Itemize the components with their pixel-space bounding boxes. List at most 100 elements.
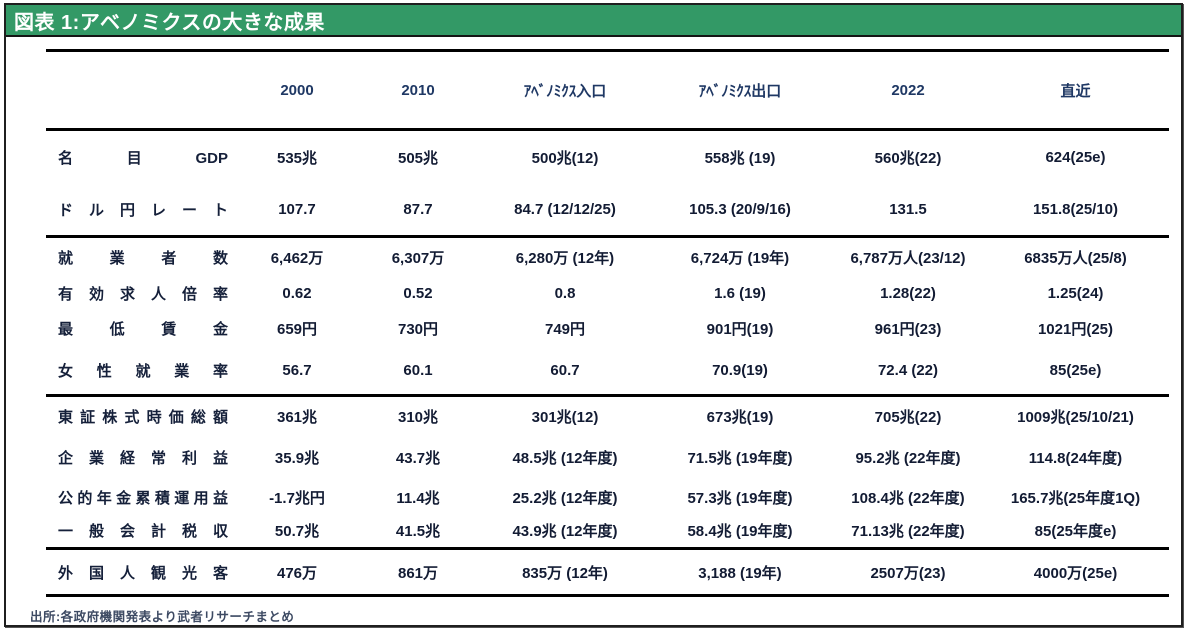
cell: 6,787万人(23/12) (850, 249, 966, 267)
cell: 25.2兆 (12年度) (512, 489, 618, 507)
cell: 476万 (276, 564, 318, 582)
cell: 95.2兆 (22年度) (855, 450, 961, 467)
cell: 861万 (397, 564, 439, 582)
data-table: 2000 2010 ｱﾍﾞﾉﾐｸｽ入口 ｱﾍﾞﾉﾐｸｽ出口 2022 直近 名 … (46, 49, 1169, 597)
cell: 70.9(19) (712, 361, 768, 379)
cell: 56.7 (282, 361, 312, 379)
cell: 131.5 (889, 200, 927, 218)
cell: 624(25e) (1045, 148, 1106, 166)
cell: 108.4兆 (22年度) (851, 489, 965, 507)
cell: 85(25年度e) (1034, 523, 1117, 540)
cell: 107.7 (278, 200, 316, 218)
cell: 57.3兆 (19年度) (687, 489, 793, 507)
cell: 71.5兆 (19年度) (687, 450, 793, 467)
cell: 6,724万 (19年) (690, 249, 790, 267)
cell: 60.7 (550, 361, 580, 379)
cell: 535兆 (276, 149, 318, 167)
table-section-gdp-fx: 名 目 GDP 535兆 505兆 500兆(12) 558兆 (19) 560… (46, 131, 1169, 238)
row-label: 就 業 者 数 (58, 249, 228, 267)
cell: 301兆(12) (531, 408, 599, 426)
cell: 4000万(25e) (1033, 564, 1118, 582)
header-cell-abenomics-exit: ｱﾍﾞﾉﾐｸｽ出口 (698, 82, 782, 100)
cell: 48.5兆 (12年度) (512, 450, 618, 467)
cell: 1021円(25) (1037, 321, 1114, 338)
table-row-public-pension-cumulative-return: 公的年金累積運用益 -1.7兆円 11.4兆 25.2兆 (12年度) 57.3… (46, 480, 1169, 514)
header-cell-2022: 2022 (891, 81, 925, 99)
table-row-jobs-to-applicants-ratio: 有 効 求 人 倍 率 0.62 0.52 0.8 1.6 (19) 1.28(… (46, 276, 1169, 311)
cell: 310兆 (397, 408, 439, 426)
cell: 0.52 (403, 285, 433, 302)
row-label: 企 業 経 常 利 益 (58, 450, 228, 467)
cell: 1009兆(25/10/21) (1017, 408, 1134, 426)
cell: 151.8(25/10) (1032, 200, 1119, 218)
cell: 105.3 (20/9/16) (689, 200, 791, 218)
cell: 835万 (12年) (522, 564, 608, 582)
cell: 72.4 (22) (877, 361, 939, 379)
header-cell-latest: 直近 (1060, 82, 1091, 100)
cell: 41.5兆 (395, 523, 441, 540)
row-label: 一 般 会 計 税 収 (58, 523, 228, 540)
table-section-tourism: 外 国 人 観 光 客 476万 861万 835万 (12年) 3,188 (… (46, 550, 1169, 597)
cell: 361兆 (276, 408, 318, 426)
cell: 3,188 (19年) (698, 564, 782, 582)
table-row-usdjpy-rate: ド ル 円 レ ー ト 107.7 87.7 84.7 (12/12/25) 1… (46, 183, 1169, 235)
table-row-corporate-ordinary-profit: 企 業 経 常 利 益 35.9兆 43.7兆 48.5兆 (12年度) 71.… (46, 435, 1169, 480)
cell: 1.28(22) (880, 285, 936, 302)
row-label: 外 国 人 観 光 客 (58, 564, 228, 582)
cell: 60.1 (403, 361, 433, 379)
cell: 43.7兆 (395, 450, 441, 467)
header-cell-2000: 2000 (280, 81, 314, 99)
cell: 558兆 (19) (704, 149, 776, 167)
cell: 1.6 (19) (714, 285, 766, 302)
cell: 6835万人(25/8) (1024, 249, 1127, 267)
cell: 1.25(24) (1047, 285, 1104, 302)
cell: 114.8(24年度) (1028, 450, 1123, 467)
cell: 6,462万 (270, 249, 324, 267)
table-section-labor: 就 業 者 数 6,462万 6,307万 6,280万 (12年) 6,724… (46, 238, 1169, 397)
cell: 87.7 (403, 200, 433, 218)
cell: 85(25e) (1049, 361, 1102, 379)
cell: 0.8 (554, 285, 576, 302)
table-row-nominal-gdp: 名 目 GDP 535兆 505兆 500兆(12) 558兆 (19) 560… (46, 131, 1169, 183)
table-row-female-employment-rate: 女 性 就 業 率 56.7 60.1 60.7 70.9(19) 72.4 (… (46, 346, 1169, 394)
cell: 43.9兆 (12年度) (512, 523, 618, 540)
cell: 505兆 (397, 149, 439, 167)
cell: 0.62 (282, 285, 312, 302)
source-note: 出所:各政府機関発表より武者リサーチまとめ (30, 610, 295, 624)
header-cell-abenomics-entry: ｱﾍﾞﾉﾐｸｽ入口 (523, 82, 607, 100)
cell: 659円 (276, 321, 318, 338)
table-row-foreign-visitors: 外 国 人 観 光 客 476万 861万 835万 (12年) 3,188 (… (46, 550, 1169, 594)
figure-frame: 図表 1:アベノミクスの大きな成果 2000 2010 ｱﾍﾞﾉﾐｸｽ入口 ｱﾍ… (4, 3, 1183, 627)
cell: 35.9兆 (274, 450, 320, 467)
cell: 11.4兆 (396, 489, 440, 507)
row-label: ド ル 円 レ ー ト (58, 201, 228, 219)
cell: 6,307万 (391, 249, 445, 267)
table-section-markets-fiscal: 東証株式時価総額 361兆 310兆 301兆(12) 673兆(19) 705… (46, 397, 1169, 550)
cell: 2507万(23) (870, 564, 946, 582)
table-row-minimum-wage: 最 低 賃 金 659円 730円 749円 901円(19) 961円(23)… (46, 311, 1169, 346)
row-label: 公的年金累積運用益 (58, 489, 228, 507)
cell: 901円(19) (706, 321, 774, 338)
table-row-tse-market-cap: 東証株式時価総額 361兆 310兆 301兆(12) 673兆(19) 705… (46, 397, 1169, 435)
cell: 560兆(22) (874, 149, 942, 167)
table-row-general-account-tax-revenue: 一 般 会 計 税 収 50.7兆 41.5兆 43.9兆 (12年度) 58.… (46, 514, 1169, 547)
row-label: 名 目 GDP (58, 149, 228, 167)
cell: 673兆(19) (706, 408, 774, 426)
cell: 749円 (544, 321, 586, 338)
row-label: 女 性 就 業 率 (58, 362, 228, 380)
cell: 84.7 (12/12/25) (514, 200, 616, 218)
row-label: 有 効 求 人 倍 率 (58, 286, 228, 303)
cell: 165.7兆(25年度1Q) (1010, 489, 1141, 507)
table-header-row: 2000 2010 ｱﾍﾞﾉﾐｸｽ入口 ｱﾍﾞﾉﾐｸｽ出口 2022 直近 (46, 49, 1169, 131)
cell: 730円 (397, 321, 439, 338)
table-row-employed-persons: 就 業 者 数 6,462万 6,307万 6,280万 (12年) 6,724… (46, 238, 1169, 276)
row-label: 最 低 賃 金 (58, 321, 228, 338)
cell: 6,280万 (12年) (515, 249, 615, 267)
cell: -1.7兆円 (269, 489, 325, 507)
header-cell-2010: 2010 (401, 81, 435, 99)
cell: 705兆(22) (874, 408, 942, 426)
cell: 71.13兆 (22年度) (851, 523, 965, 540)
cell: 961円(23) (874, 321, 942, 338)
figure-title: 図表 1:アベノミクスの大きな成果 (14, 11, 325, 34)
cell: 500兆(12) (531, 149, 599, 167)
